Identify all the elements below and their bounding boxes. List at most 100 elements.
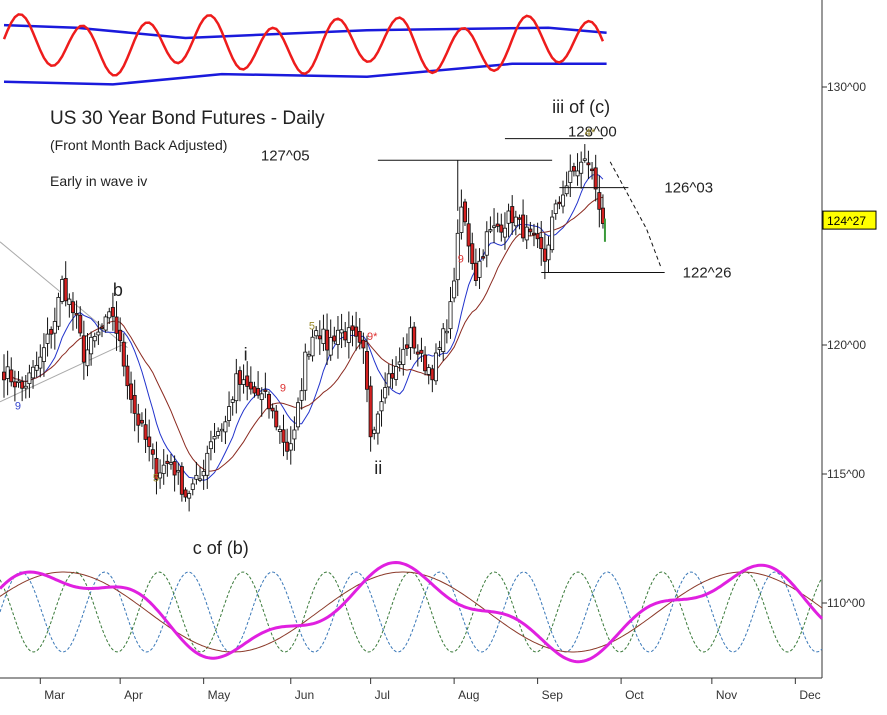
candle-body	[600, 207, 605, 224]
ma-slow-line	[3, 196, 604, 472]
candle	[56, 292, 61, 331]
candle-body	[325, 329, 330, 351]
candle-body	[564, 185, 569, 195]
candle-body	[354, 326, 359, 337]
candle	[78, 306, 83, 337]
candle	[216, 427, 221, 439]
candle	[408, 316, 413, 360]
candle	[110, 292, 115, 331]
candle	[448, 286, 453, 339]
candle	[488, 216, 493, 234]
candle-body	[441, 328, 446, 352]
candle	[372, 426, 377, 440]
candle	[325, 313, 330, 365]
candle-body	[60, 279, 65, 302]
candle	[161, 449, 166, 485]
candle	[528, 221, 533, 236]
candle	[252, 381, 257, 398]
candle-body	[357, 330, 362, 343]
candle	[593, 154, 598, 202]
candle-body	[31, 366, 36, 379]
candle-body	[579, 161, 584, 174]
candle	[383, 372, 388, 404]
candle-body	[466, 223, 471, 247]
candle-body	[143, 424, 148, 440]
candle-body	[227, 406, 232, 421]
candle-body	[263, 389, 268, 392]
candle-body	[63, 278, 68, 302]
candle	[100, 323, 105, 338]
candle	[332, 326, 337, 345]
candle	[288, 426, 293, 465]
candle-body	[528, 228, 533, 233]
candle	[484, 221, 489, 268]
candle-body	[139, 419, 144, 424]
candle	[517, 214, 522, 230]
candle	[223, 415, 228, 445]
month-tick-label: Jun	[295, 688, 314, 702]
candle	[34, 351, 39, 378]
candle	[600, 194, 605, 229]
candle-body	[310, 336, 315, 357]
candle-body	[484, 231, 489, 256]
candle	[375, 411, 380, 445]
candle-body	[477, 260, 482, 278]
candle-body	[277, 429, 282, 432]
candle-body	[67, 298, 72, 305]
cycle-panel	[0, 560, 824, 664]
candle	[426, 364, 431, 385]
candle-body	[582, 158, 587, 161]
candle	[542, 233, 547, 280]
candle-body	[201, 471, 206, 477]
candle-body	[542, 248, 547, 262]
candle	[2, 354, 7, 398]
candle-body	[230, 399, 235, 403]
candle	[259, 387, 264, 417]
candle	[158, 459, 163, 489]
candle-body	[96, 331, 101, 336]
candle-body	[190, 483, 195, 490]
candle-body	[419, 349, 424, 354]
candle-body	[368, 385, 373, 438]
candle-body	[495, 223, 500, 227]
candle	[550, 210, 555, 253]
candle	[118, 317, 123, 353]
candle-body	[375, 413, 380, 434]
candle-body	[285, 441, 290, 452]
oscillator-line	[2, 13, 605, 77]
candle-body	[183, 489, 188, 498]
candle-body	[234, 373, 239, 402]
wave-label: ii	[374, 458, 382, 478]
candle	[495, 212, 500, 233]
candle	[473, 248, 478, 287]
candle-body	[118, 329, 123, 342]
candle	[263, 372, 268, 399]
candle-body	[492, 225, 497, 228]
candle-body	[147, 436, 152, 448]
candle-body	[223, 421, 228, 433]
candle-body	[38, 356, 43, 369]
candle	[187, 490, 192, 512]
month-tick-label: Nov	[716, 688, 737, 702]
candle-body	[513, 216, 518, 227]
candle	[12, 370, 17, 402]
last-price-badge-box	[822, 210, 877, 230]
candle-body	[34, 364, 39, 371]
month-tick-label: Sep	[542, 688, 564, 702]
candle-body	[100, 326, 105, 329]
candle-body	[241, 379, 246, 385]
candle	[107, 307, 112, 325]
candle-body	[502, 227, 507, 238]
candle	[172, 455, 177, 492]
candle-body	[423, 354, 428, 372]
candle	[49, 326, 54, 349]
candle	[303, 343, 308, 401]
candle	[394, 356, 399, 386]
projection-path	[609, 161, 662, 268]
candle-body	[49, 328, 54, 335]
candle	[521, 199, 526, 242]
candle-body	[535, 233, 540, 240]
candle	[481, 249, 486, 261]
count-label: 9*	[367, 331, 378, 343]
